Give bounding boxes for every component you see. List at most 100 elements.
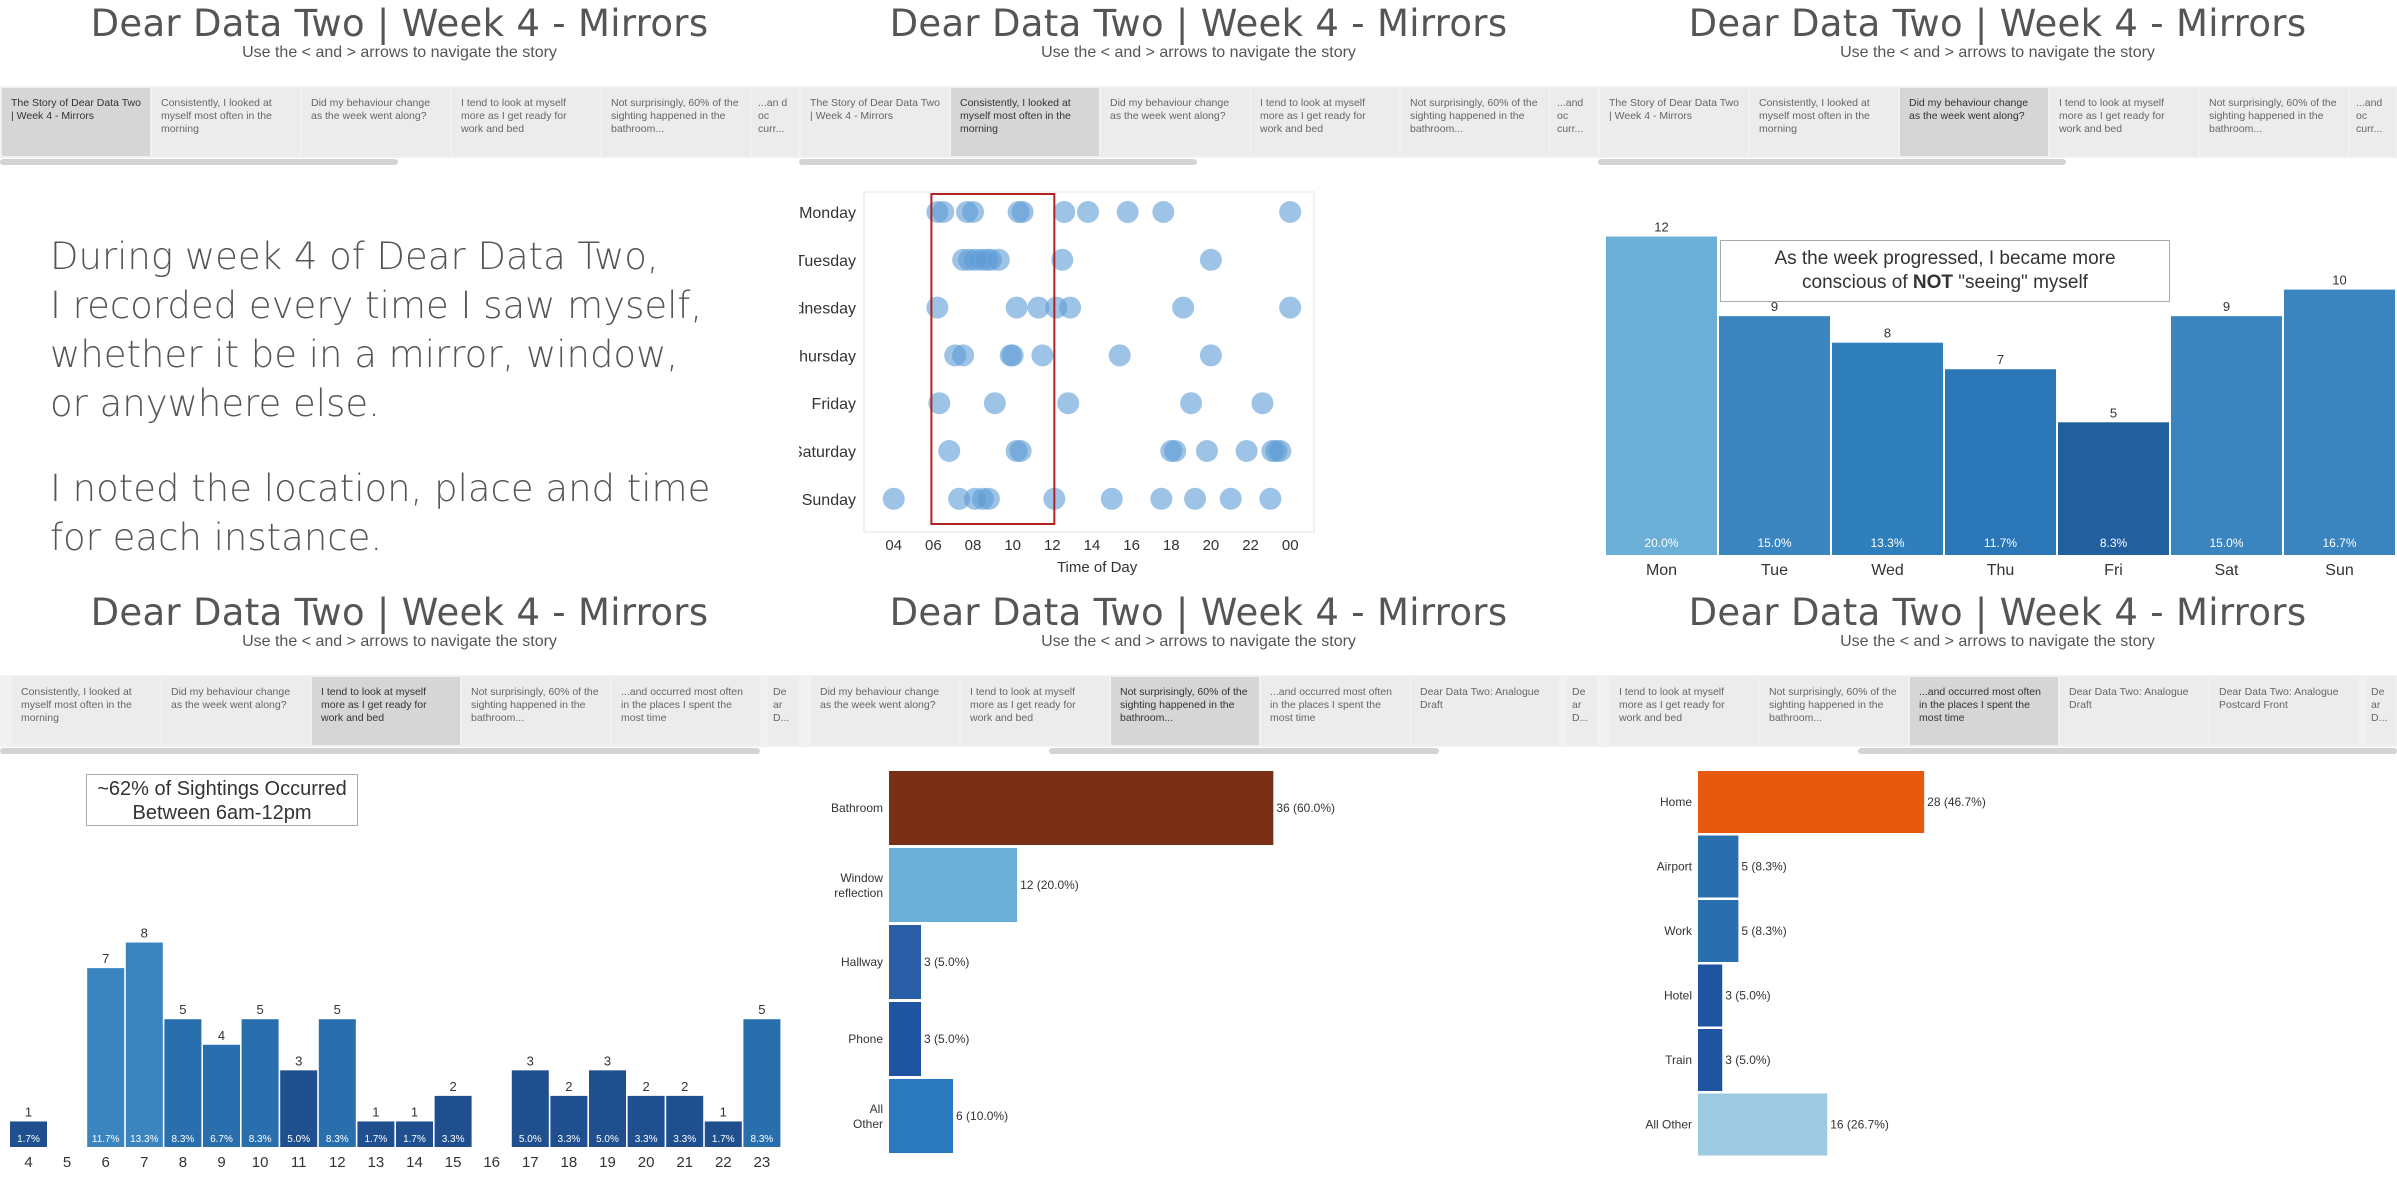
story-point-7[interactable]: Dear Data Two: Analogue Draft (1411, 677, 1559, 745)
bar (889, 925, 922, 999)
story-point-2[interactable]: Consistently, I looked at myself most of… (951, 88, 1099, 156)
data-point (1009, 440, 1032, 462)
bar (1719, 316, 1830, 555)
bar-percent-label: 3.3% (673, 1134, 696, 1145)
story-point-3[interactable]: Did my behaviour change as the week went… (302, 88, 450, 156)
story-point-3[interactable]: Did my behaviour change as the week went… (811, 677, 959, 745)
story-point-6-truncated[interactable]: ...and oc curr... (2350, 88, 2396, 156)
bar (511, 1070, 549, 1147)
bar-value-label: 5 (256, 1002, 263, 1017)
bar-value-label: 8 (141, 926, 148, 941)
story-point-4[interactable]: I tend to look at myself more as I get r… (452, 88, 600, 156)
y-tick-label: Phone (848, 1032, 883, 1046)
data-point (1051, 248, 1074, 271)
y-tick-label: Thursday (799, 348, 856, 365)
story-point-2[interactable]: Consistently, I looked at myself most of… (1750, 88, 1898, 156)
intro-line: I recorded every time I saw myself, (50, 284, 703, 327)
story-point-1[interactable]: The Story of Dear Data Two | Week 4 - Mi… (2, 88, 150, 156)
page-subtitle: Use the < and > arrows to navigate the s… (242, 44, 557, 61)
x-tick-label: 4 (24, 1154, 32, 1171)
bar-value-label: 4 (218, 1028, 225, 1043)
story-point-5[interactable]: Not surprisingly, 60% of the sighting ha… (462, 677, 610, 745)
story-point-9-truncated[interactable]: De ar D... (2366, 677, 2396, 745)
bar-value-label: 6 (10.0%) (956, 1109, 1008, 1123)
story-point-5[interactable]: Not surprisingly, 60% of the sighting ha… (2200, 88, 2348, 156)
story-point-1[interactable]: The Story of Dear Data Two | Week 4 - Mi… (1600, 88, 1748, 156)
story-point-5[interactable]: Not surprisingly, 60% of the sighting ha… (1760, 677, 1908, 745)
bar-value-label: 16 (26.7%) (1830, 1118, 1889, 1132)
navigator-scrollbar[interactable] (1049, 748, 1439, 754)
data-point (983, 392, 1006, 415)
page-subtitle: Use the < and > arrows to navigate the s… (1041, 633, 1356, 650)
story-point-4[interactable]: I tend to look at myself more as I get r… (1610, 677, 1758, 745)
bar-value-label: 10 (2332, 273, 2346, 288)
x-tick-label: 08 (965, 537, 982, 554)
y-tick-label: Friday (812, 396, 856, 413)
bar-value-label: 12 (1654, 220, 1668, 235)
bar-value-label: 5 (179, 1002, 186, 1017)
bar (87, 968, 125, 1147)
story-point-2[interactable]: Consistently, I looked at myself most of… (12, 677, 160, 745)
story-point-6-truncated[interactable]: ...and oc curr... (1551, 88, 1597, 156)
y-tick-label: Home (1660, 795, 1692, 809)
story-point-6-truncated[interactable]: ...an d oc curr... (752, 88, 798, 156)
y-tick-label: Hotel (1664, 989, 1692, 1003)
x-tick-label: 15 (445, 1154, 462, 1171)
page-title: Dear Data Two | Week 4 - Mirrors (889, 2, 1508, 45)
bar-value-label: 3 (5.0%) (924, 955, 969, 969)
chart-annotation: As the week progressed, I became more co… (1720, 240, 2170, 302)
story-navigator: I tend to look at myself more as I get r… (1598, 675, 2397, 747)
story-point-5[interactable]: Not surprisingly, 60% of the sighting ha… (1401, 88, 1549, 156)
bar-value-label: 5 (8.3%) (1741, 924, 1786, 938)
story-point-3[interactable]: Did my behaviour change as the week went… (1900, 88, 2048, 156)
data-point (1199, 248, 1222, 271)
story-point-7-truncated[interactable]: De ar D... (768, 677, 798, 745)
story-point-5[interactable]: Not surprisingly, 60% of the sighting ha… (1111, 677, 1259, 745)
bar-value-label: 28 (46.7%) (1927, 795, 1986, 809)
story-point-1[interactable]: The Story of Dear Data Two | Week 4 - Mi… (801, 88, 949, 156)
plot-frame (863, 191, 1315, 533)
bar (889, 848, 1018, 922)
story-point-4[interactable]: I tend to look at myself more as I get r… (312, 677, 460, 745)
data-point (1235, 440, 1258, 462)
bar-value-label: 2 (642, 1079, 649, 1094)
story-navigator: Consistently, I looked at myself most of… (0, 675, 799, 747)
story-point-7[interactable]: Dear Data Two: Analogue Draft (2060, 677, 2208, 745)
story-point-6[interactable]: ...and occurred most often in the places… (1910, 677, 2058, 745)
page-title: Dear Data Two | Week 4 - Mirrors (1688, 591, 2307, 634)
bar (1698, 1093, 1828, 1156)
y-tick-label: Other (853, 1117, 883, 1131)
story-point-2[interactable]: Consistently, I looked at myself most of… (152, 88, 300, 156)
story-point-4[interactable]: I tend to look at myself more as I get r… (961, 677, 1109, 745)
navigator-scrollbar[interactable] (0, 748, 760, 754)
annotation-part: "seeing" myself (1953, 272, 2088, 293)
intro-text: During week 4 of Dear Data Two, I record… (50, 232, 710, 562)
bar (704, 1121, 742, 1147)
x-tick-label: 21 (676, 1154, 693, 1171)
story-point-4[interactable]: I tend to look at myself more as I get r… (2050, 88, 2198, 156)
story-point-6[interactable]: ...and occurred most often in the places… (612, 677, 760, 745)
data-point (1251, 392, 1274, 415)
story-point-3[interactable]: Did my behaviour change as the week went… (162, 677, 310, 745)
story-point-8-truncated[interactable]: De ar D... (1567, 677, 1597, 745)
navigator-scrollbar[interactable] (0, 159, 398, 165)
story-point-8[interactable]: Dear Data Two: Analogue Postcard Front (2210, 677, 2358, 745)
bar (743, 1019, 781, 1147)
story-point-4[interactable]: I tend to look at myself more as I get r… (1251, 88, 1399, 156)
chart-annotation: ~62% of Sightings Occurred Between 6am-1… (86, 774, 358, 826)
panel-story-intro: Dear Data Two | Week 4 - Mirrors Use the… (0, 0, 799, 589)
bar-percent-label: 3.3% (442, 1134, 465, 1145)
navigator-scrollbar[interactable] (799, 159, 1197, 165)
bar (1832, 342, 1943, 555)
x-tick-label: 16 (483, 1154, 500, 1171)
story-point-5[interactable]: Not surprisingly, 60% of the sighting ha… (602, 88, 750, 156)
story-point-3[interactable]: Did my behaviour change as the week went… (1101, 88, 1249, 156)
bar (434, 1095, 472, 1147)
bar-value-label: 1 (411, 1104, 418, 1119)
story-point-6[interactable]: ...and occurred most often in the places… (1261, 677, 1409, 745)
x-tick-label: 5 (63, 1154, 71, 1171)
navigator-scrollbar[interactable] (1598, 159, 2066, 165)
navigator-scrollbar[interactable] (1858, 748, 2397, 754)
x-tick-label: 10 (252, 1154, 269, 1171)
bar-percent-label: 8.3% (249, 1134, 272, 1145)
